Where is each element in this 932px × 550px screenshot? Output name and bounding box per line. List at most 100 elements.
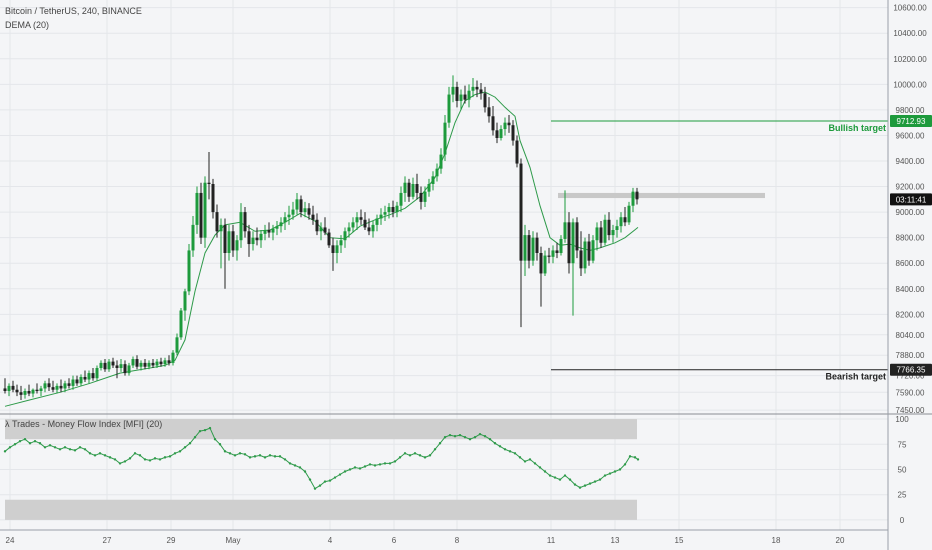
mfi-point — [38, 442, 42, 445]
mfi-point — [153, 457, 157, 460]
mfi-point — [518, 456, 522, 459]
candle-body — [143, 362, 147, 367]
candle-body — [315, 219, 319, 232]
candle-body — [255, 237, 259, 241]
mfi-point — [58, 448, 62, 451]
price-tick-label: 8200.00 — [896, 310, 925, 319]
price-labels: 9712.93 7766.35 03:11:41 — [890, 115, 932, 376]
mfi-point — [483, 434, 487, 438]
mfi-point — [563, 474, 567, 477]
candle-body — [23, 391, 27, 395]
mfi-point — [368, 463, 372, 466]
mfi-point — [298, 466, 302, 469]
candle-body — [71, 379, 75, 386]
mfi-point — [488, 438, 492, 441]
candle-body — [327, 232, 331, 246]
candle-body — [455, 86, 459, 101]
candle-body — [599, 227, 603, 243]
mfi-point — [608, 472, 612, 475]
mfi-point — [163, 456, 167, 459]
mfi-point — [313, 487, 317, 490]
mfi-point — [453, 434, 457, 438]
bullish-target-price-label: 9712.93 — [897, 117, 926, 126]
candle-body — [27, 391, 31, 394]
mfi-oversold-band — [5, 499, 637, 520]
mfi-point — [268, 454, 272, 457]
mfi-axis[interactable]: 100 75 50 25 0 — [895, 415, 909, 525]
candle-body — [559, 238, 563, 253]
time-tick-label: 18 — [772, 536, 781, 545]
time-tick-label: 24 — [6, 536, 15, 545]
candle-body — [487, 107, 491, 117]
candle-body — [403, 182, 407, 193]
candle-body — [451, 86, 455, 95]
candle-body — [195, 192, 199, 225]
dema-legend[interactable]: DEMA (20) — [5, 20, 50, 30]
mfi-point — [133, 452, 137, 455]
time-axis[interactable]: 24 27 29 May 4 6 8 11 13 15 18 20 — [6, 536, 845, 545]
candle-body — [519, 163, 523, 261]
mfi-point — [598, 478, 602, 481]
mfi-point — [508, 450, 512, 453]
dema-layer — [4, 91, 639, 407]
mfi-point — [408, 454, 412, 457]
candle-body — [523, 235, 527, 261]
candle-body — [91, 373, 95, 379]
current-price-label-bg — [890, 193, 932, 206]
bearish-target-price-label-bg — [890, 363, 932, 376]
mfi-point — [53, 446, 57, 449]
mfi-point — [348, 468, 352, 471]
mfi-tick-label: 25 — [898, 491, 907, 500]
mfi-point — [78, 446, 82, 449]
candles-layer — [3, 75, 639, 400]
candle-body — [431, 176, 435, 184]
mfi-point — [473, 436, 477, 439]
candle-body — [239, 212, 243, 241]
candle-body — [111, 361, 115, 366]
mfi-point — [188, 442, 192, 445]
mfi-point — [433, 448, 437, 451]
mfi-point — [273, 455, 277, 458]
candle-body — [571, 222, 575, 264]
mfi-point — [478, 432, 482, 436]
price-axis[interactable]: 10600.00 10400.00 10200.00 10000.00 9800.00 9… — [893, 4, 927, 416]
candle-body — [15, 389, 19, 393]
candle-body — [631, 191, 635, 206]
resistance-zone — [558, 192, 765, 199]
candle-body — [223, 224, 227, 253]
time-tick-label: 8 — [455, 536, 460, 545]
symbol-legend[interactable]: Bitcoin / TetherUS, 240, BINANCE — [5, 6, 142, 16]
candle-body — [227, 231, 231, 253]
mfi-point — [328, 479, 332, 482]
mfi-legend[interactable]: λ Trades - Money Flow Index [MFI] (20) — [5, 419, 163, 429]
mfi-point — [238, 452, 242, 455]
candle-body — [531, 237, 535, 261]
candle-body — [627, 205, 631, 223]
candle-body — [219, 224, 223, 232]
candle-body — [287, 214, 291, 218]
mfi-point — [113, 458, 117, 461]
candle-body — [471, 86, 475, 91]
bullish-target-price-label-bg — [890, 115, 932, 128]
mfi-point — [618, 468, 622, 471]
candle-body — [323, 227, 327, 233]
candle-body — [3, 388, 7, 391]
candle-body — [383, 212, 387, 215]
mfi-point — [178, 450, 182, 453]
bearish-target-price-label: 7766.35 — [897, 366, 926, 375]
time-tick-label: 15 — [675, 536, 684, 545]
mfi-point — [3, 450, 7, 453]
candle-body — [207, 182, 211, 184]
candle-body — [535, 237, 539, 253]
candle-body — [479, 89, 483, 94]
candle-body — [31, 389, 35, 394]
bullish-target-label: Bullish target — [828, 123, 886, 133]
mfi-point — [363, 465, 367, 468]
candle-body — [251, 237, 255, 245]
mfi-point — [203, 428, 207, 432]
candle-body — [115, 365, 119, 368]
candle-body — [147, 362, 151, 367]
candle-body — [87, 373, 91, 380]
time-tick-label: 13 — [611, 536, 620, 545]
